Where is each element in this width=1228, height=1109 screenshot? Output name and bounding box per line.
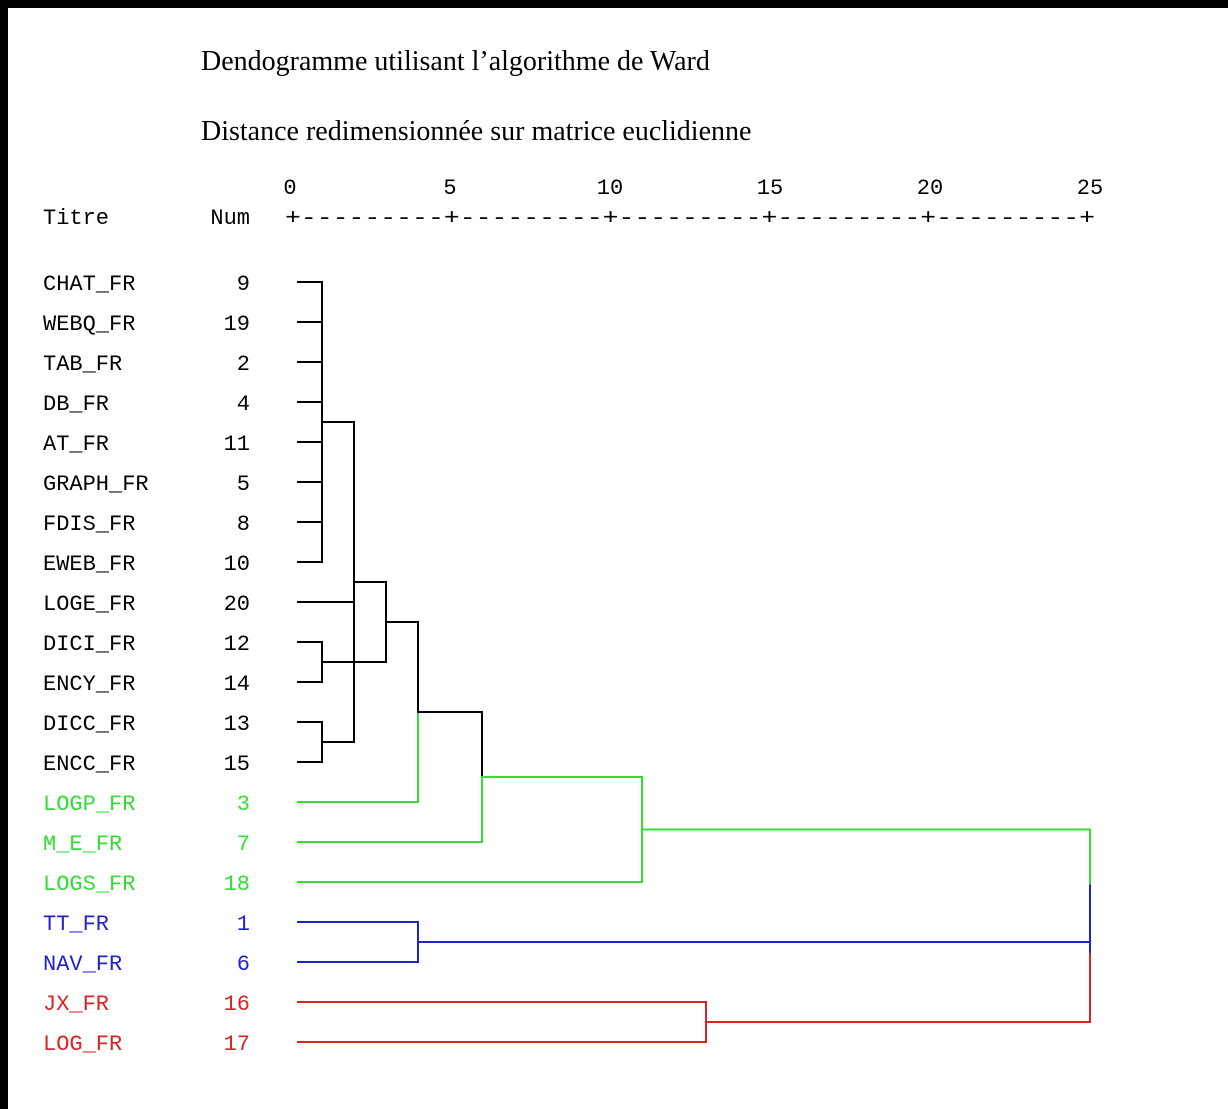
- leaf-label: CHAT_FR: [43, 272, 135, 297]
- chart-subtitle: Distance redimensionnée sur matrice eucl…: [201, 116, 752, 147]
- leaf-label: TT_FR: [43, 912, 109, 937]
- leaf-num: 13: [224, 712, 250, 737]
- leaf-num: 17: [224, 1032, 250, 1057]
- leaf-num: 4: [237, 392, 250, 417]
- leaf-label: DB_FR: [43, 392, 109, 417]
- header-num-label: Num: [210, 206, 250, 231]
- leaf-num: 2: [237, 352, 250, 377]
- leaf-label: FDIS_FR: [43, 512, 135, 537]
- axis-tick-label: 15: [757, 176, 783, 201]
- leaf-label: DICI_FR: [43, 632, 135, 657]
- leaf-label: LOGE_FR: [43, 592, 135, 617]
- axis-tick-label: 5: [443, 176, 456, 201]
- leaf-num: 19: [224, 312, 250, 337]
- leaf-num: 5: [237, 472, 250, 497]
- leaf-label: ENCY_FR: [43, 672, 135, 697]
- leaf-label: LOG_FR: [43, 1032, 122, 1057]
- leaf-label: GRAPH_FR: [43, 472, 149, 497]
- leaf-num: 18: [224, 872, 250, 897]
- leaf-num: 10: [224, 552, 250, 577]
- axis-tick-label: 0: [283, 176, 296, 201]
- axis-tick-label: 25: [1077, 176, 1103, 201]
- chart-title: Dendogramme utilisant l’algorithme de Wa…: [201, 46, 710, 77]
- leaf-num: 9: [237, 272, 250, 297]
- leaf-num: 15: [224, 752, 250, 777]
- leaf-label: LOGS_FR: [43, 872, 135, 897]
- leaf-label: JX_FR: [43, 992, 109, 1017]
- leaf-num: 12: [224, 632, 250, 657]
- leaf-num: 6: [237, 952, 250, 977]
- leaf-num: 11: [224, 432, 250, 457]
- axis-rule: +---------+---------+---------+---------…: [285, 206, 1095, 231]
- leaf-num: 1: [237, 912, 250, 937]
- leaf-num: 7: [237, 832, 250, 857]
- axis-tick-label: 10: [597, 176, 623, 201]
- leaf-label: TAB_FR: [43, 352, 122, 377]
- leaf-label: NAV_FR: [43, 952, 122, 977]
- leaf-label: LOGP_FR: [43, 792, 135, 817]
- leaf-label: DICC_FR: [43, 712, 135, 737]
- leaf-label: M_E_FR: [43, 832, 122, 857]
- leaf-num: 16: [224, 992, 250, 1017]
- leaf-num: 8: [237, 512, 250, 537]
- leaf-num: 20: [224, 592, 250, 617]
- leaf-num: 14: [224, 672, 250, 697]
- header-titre-label: Titre: [43, 206, 109, 231]
- leaf-label: WEBQ_FR: [43, 312, 135, 337]
- axis-tick-label: 20: [917, 176, 943, 201]
- leaf-label: EWEB_FR: [43, 552, 135, 577]
- leaf-num: 3: [237, 792, 250, 817]
- leaf-label: AT_FR: [43, 432, 109, 457]
- leaf-label: ENCC_FR: [43, 752, 135, 777]
